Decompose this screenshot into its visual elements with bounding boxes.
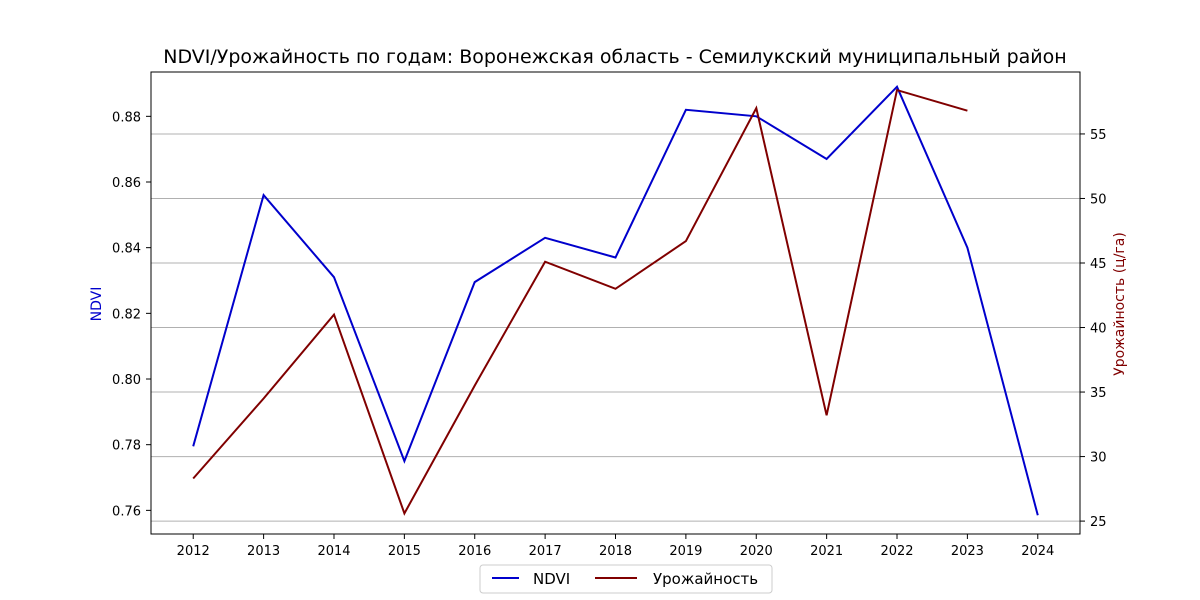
plot-frame: [150, 71, 1081, 535]
y-left-tick-label: 0.84: [112, 242, 141, 257]
series-line-yield: [192, 88, 968, 516]
y-right-tick-label: 45: [1090, 257, 1107, 272]
y-right-tick-label: 25: [1090, 515, 1107, 530]
legend-label-yield: Урожайность: [653, 570, 758, 588]
y-right-tick-label: 55: [1090, 128, 1107, 143]
x-tick-label: 2024: [1021, 544, 1054, 559]
y-right-tick-label: 35: [1090, 386, 1107, 401]
x-tick-label: 2012: [177, 544, 210, 559]
y-right-tick-label: 40: [1090, 322, 1107, 337]
x-tick-label: 2018: [599, 544, 632, 559]
chart-title: NDVI/Урожайность по годам: Воронежская о…: [163, 46, 1066, 68]
y-left-tick-label: 0.76: [112, 504, 141, 519]
x-tick-label: 2017: [529, 544, 562, 559]
x-tick-label: 2021: [810, 544, 843, 559]
y-right-tick-label: 50: [1090, 192, 1107, 207]
y-left-tick-label: 0.86: [112, 176, 141, 191]
series-line-ndvi: [192, 85, 1039, 516]
y-left-tick-label: 0.80: [112, 373, 141, 388]
y-axis-left: 0.76 0.78 0.80 0.82 0.84 0.86 0.88: [112, 110, 151, 519]
legend-label-ndvi: NDVI: [533, 570, 570, 588]
x-tick-label: 2013: [247, 544, 280, 559]
y-left-tick-label: 0.82: [112, 307, 141, 322]
series-layer: [192, 85, 1039, 516]
x-tick-label: 2015: [388, 544, 421, 559]
x-tick-label: 2020: [740, 544, 773, 559]
legend: NDVI Урожайность: [479, 564, 773, 594]
x-tick-label: 2014: [317, 544, 350, 559]
y-axis-left-label: NDVI: [89, 287, 105, 322]
y-right-tick-label: 30: [1090, 451, 1107, 466]
x-tick-label: 2019: [669, 544, 702, 559]
x-tick-label: 2023: [951, 544, 984, 559]
x-axis: 2012 2013 2014 2015 2016 2017 2018 2019 2020 2021…: [177, 534, 1054, 559]
grid-lines: [151, 133, 1080, 522]
y-axis-right-label: Урожайность (ц/га): [1112, 232, 1128, 376]
x-tick-label: 2016: [458, 544, 491, 559]
y-axis-right: 25 30 35 40 45 50 55: [1080, 128, 1107, 530]
y-left-tick-label: 0.78: [112, 439, 141, 454]
y-left-tick-label: 0.88: [112, 110, 141, 125]
x-tick-label: 2022: [880, 544, 913, 559]
